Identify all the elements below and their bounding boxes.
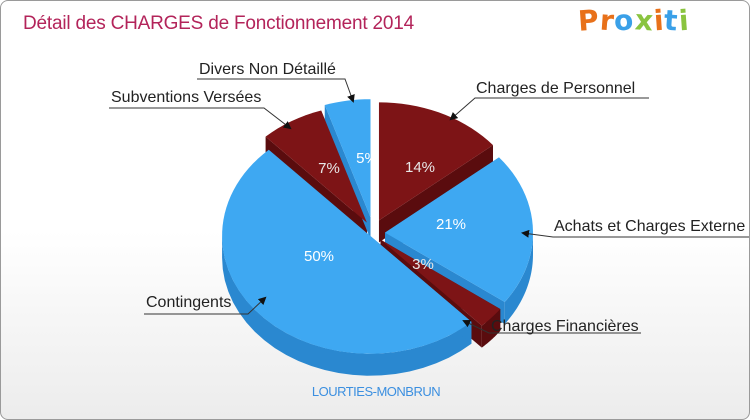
pie-top-faces [222, 99, 533, 354]
pie-slice-contingents [222, 149, 472, 354]
callout-label: Subventions Versées [111, 89, 261, 106]
callout-line [197, 78, 355, 103]
callout-lines [109, 78, 749, 334]
pie-slice-achats-et-charges-externes [384, 157, 533, 302]
callout-label: Charges de Personnel [476, 80, 635, 97]
chart-subtitle: LOURTIES-MONBRUN [311, 384, 441, 399]
slice-value-label: 14% [405, 159, 435, 176]
callout-label: Contingents [146, 294, 231, 311]
callout-label: Charges Financières [491, 318, 639, 335]
slice-value-label: 50% [304, 248, 334, 265]
chart-title: Détail des CHARGES de Fonctionnement 201… [23, 13, 415, 34]
pie-slice-side [504, 232, 533, 324]
slice-value-label: 21% [436, 216, 466, 233]
callout-line [144, 296, 267, 315]
callout-line [462, 319, 641, 334]
pie-slice-charges-financieres [380, 239, 501, 326]
pie-value-labels: 14% 21% 3% 50% 7% 5% [304, 150, 466, 273]
callout-line [521, 229, 749, 238]
slice-value-label: 3% [412, 256, 434, 273]
callout-line [109, 107, 292, 130]
pie-slice-charges-de-personnel [378, 102, 493, 221]
pie-slice-subventions-versees [265, 110, 367, 223]
pie-slice-side [222, 235, 472, 376]
slice-value-label: 5% [356, 150, 378, 167]
callout-line [449, 97, 649, 121]
callout-labels: Charges de Personnel Achats et Charges Ex… [111, 61, 745, 335]
pie-slice-divers-non-detaille [324, 99, 371, 218]
slice-value-label: 7% [318, 160, 340, 177]
callout-label: Achats et Charges Externe [554, 218, 745, 235]
callout-label: Divers Non Détaillé [199, 61, 336, 78]
